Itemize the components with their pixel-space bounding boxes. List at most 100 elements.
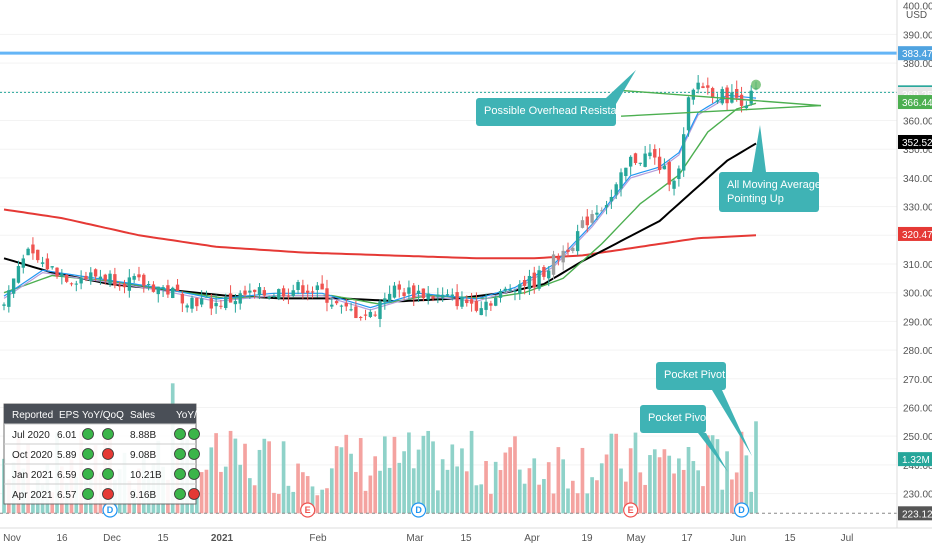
candle-body: [547, 270, 551, 279]
candle-body: [93, 269, 98, 277]
volume-bar: [460, 448, 464, 514]
candle-body: [416, 290, 421, 294]
dividend-marker: [410, 502, 427, 518]
axis-tick-label: 240.00: [903, 461, 932, 472]
callout-tail: [606, 70, 636, 104]
volume-bar: [561, 459, 566, 514]
candle-body: [349, 309, 353, 311]
candle-body: [469, 299, 474, 304]
candle-body: [440, 294, 445, 298]
volume-bar: [219, 471, 223, 514]
volume-bar: [681, 469, 686, 514]
x-axis-label: Apr: [524, 533, 540, 544]
volume-bar: [725, 451, 729, 514]
candle-body: [604, 205, 609, 208]
candle-body: [209, 298, 213, 309]
volume-bar: [599, 463, 604, 514]
candle-body: [614, 184, 618, 195]
candle-body: [257, 287, 262, 296]
volume-bar: [696, 470, 700, 514]
callout-text: Possible Overhead Resistance: [484, 105, 634, 117]
volume-bar: [628, 448, 633, 514]
event-label: D: [107, 505, 114, 515]
eps-indicator-dot: [82, 428, 94, 440]
candle-body: [749, 90, 753, 104]
x-axis-label: Mar: [406, 533, 424, 544]
x-axis-label: 15: [784, 533, 796, 544]
callout-box: [719, 172, 819, 212]
candle-body: [556, 257, 561, 260]
candle-body: [373, 314, 377, 316]
volume-bar: [710, 435, 715, 514]
volume-bar: [522, 483, 527, 514]
time-axis: Nov 16 Dec 15 2021 Feb Mar 15 Apr 19 May 17 Jun 15 Jul: [0, 527, 932, 544]
volume-bar: [296, 463, 300, 514]
eps-indicator-dot: [102, 448, 114, 460]
candle-body: [677, 168, 681, 180]
volume-bar: [585, 493, 590, 514]
candle-body: [252, 289, 257, 292]
candle-body: [720, 89, 724, 104]
table-cell-sales: 10.21B: [130, 470, 162, 481]
eps-indicator-dot: [102, 488, 114, 500]
axis-tick-label: 250.00: [903, 432, 932, 443]
x-axis-label: Nov: [3, 533, 21, 544]
table-cell-eps: 6.57: [57, 490, 77, 501]
candle-body: [69, 283, 74, 285]
volume-bar: [734, 472, 739, 514]
candle-body: [407, 287, 411, 294]
candle-body: [103, 274, 107, 281]
candle-body: [609, 196, 614, 202]
candle-body: [368, 311, 373, 317]
candle-body: [180, 293, 185, 304]
candle-body: [45, 258, 50, 270]
candle-body: [60, 273, 64, 277]
volume-bar: [508, 447, 512, 514]
eps-indicator-dot: [82, 468, 94, 480]
table-cell-eps: 6.01: [57, 430, 77, 441]
candle-body: [551, 254, 556, 275]
candle-body: [735, 89, 739, 98]
table-cell-eps: 6.59: [57, 470, 77, 481]
volume-bar: [657, 457, 662, 514]
volume-bar: [479, 484, 484, 514]
candle-body: [445, 294, 450, 296]
volume-bar: [667, 455, 672, 514]
candle-body: [137, 274, 141, 278]
candle-body: [686, 97, 691, 131]
candle-body: [228, 293, 233, 303]
axis-tick-label: 310.00: [903, 260, 932, 271]
volume-bar: [609, 433, 614, 514]
table-cell-reported: Jan 2021: [12, 470, 54, 481]
eps-indicator-dot: [82, 488, 94, 500]
table-cell-sales: 9.16B: [130, 490, 156, 501]
price-tag-bg: [898, 506, 932, 521]
x-axis-label: Jul: [841, 533, 854, 544]
currency-label: USD: [906, 10, 927, 21]
axis-tick-label: 340.00: [903, 174, 932, 185]
price-tag-bg: [898, 46, 932, 61]
candle-body: [696, 82, 700, 90]
candle-body: [291, 290, 295, 296]
volume-bar: [455, 466, 459, 514]
table-header: Sales: [130, 410, 155, 421]
axis-tick-label: 260.00: [903, 403, 932, 414]
candle-body: [431, 296, 435, 299]
sales-indicator-dot: [174, 428, 186, 440]
volume-bar: [281, 441, 286, 514]
volume-bar: [354, 471, 358, 514]
candle-body: [624, 167, 628, 177]
candle-body: [108, 273, 112, 285]
volume-bar: [624, 481, 628, 514]
price-tag-bg: [898, 95, 932, 110]
candle-body: [715, 100, 720, 102]
table-header: EPS: [59, 410, 79, 421]
earnings-marker: [300, 502, 316, 518]
axis-tick-label: 350.00: [903, 145, 932, 156]
volume-bar: [329, 468, 334, 514]
volume-bar: [301, 472, 305, 514]
candle-body: [281, 288, 286, 297]
candle-body: [498, 291, 503, 298]
candle-body: [494, 297, 498, 306]
sales-indicator-dot: [188, 428, 200, 440]
